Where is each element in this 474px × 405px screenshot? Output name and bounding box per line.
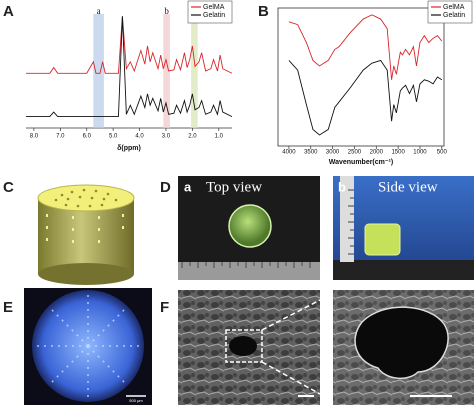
band-label: a (97, 6, 101, 16)
x-axis-label: δ(ppm) (117, 145, 141, 152)
photo-caption: Side view (378, 179, 438, 195)
spectrum-line (26, 16, 233, 118)
spectrum-line (26, 16, 233, 74)
legend-label: GelMA (443, 4, 465, 11)
band-label: b (164, 6, 169, 16)
x-tick-label: 4.0 (135, 134, 144, 140)
x-tick-label: 7.0 (56, 134, 65, 140)
legend-label: Gelatin (203, 12, 225, 19)
photo-letter: b (338, 179, 346, 194)
panel-label: B (258, 3, 269, 20)
highlight-band (191, 14, 198, 128)
panel-label: A (3, 3, 14, 20)
x-tick-label: 500 (437, 150, 448, 156)
highlight-band (93, 14, 104, 128)
panel-label: C (3, 179, 14, 196)
x-tick-label: 1000 (413, 150, 427, 156)
x-tick-label: 5.0 (109, 134, 118, 140)
x-tick-label: 2500 (348, 150, 362, 156)
x-tick-label: 8.0 (30, 134, 39, 140)
x-tick-label: 3500 (304, 150, 318, 156)
highlight-band (163, 14, 170, 128)
x-tick-label: 6.0 (83, 134, 92, 140)
spectrum-line (288, 59, 443, 136)
x-tick-label: 2000 (370, 150, 384, 156)
fluorescence-image: 500 μm (24, 288, 152, 405)
scale-bar-label: 500 μm (129, 398, 143, 403)
x-tick-label: 1500 (391, 150, 405, 156)
spectrum-line (288, 14, 443, 80)
photo-caption: Top view (206, 179, 262, 195)
photo-top-view: a Top view (178, 176, 320, 280)
x-axis-label: Wavenumber(cm⁻¹) (329, 159, 394, 166)
panel-label: D (160, 179, 171, 196)
x-tick-label: 2.0 (188, 134, 197, 140)
panel-label: E (3, 299, 13, 316)
scaffold-model (37, 184, 135, 285)
sem-image (178, 290, 474, 405)
x-tick-label: 3.0 (162, 134, 171, 140)
panel-label: F (160, 299, 169, 316)
legend-label: Gelatin (443, 12, 465, 19)
plot-frame (277, 7, 445, 147)
x-tick-label: 4000 (282, 150, 296, 156)
photo-side-view: b Side view (333, 176, 474, 280)
photo-letter: a (184, 179, 192, 194)
x-tick-label: 1.0 (215, 134, 224, 140)
x-tick-label: 3000 (326, 150, 340, 156)
legend-label: GelMA (203, 4, 225, 11)
